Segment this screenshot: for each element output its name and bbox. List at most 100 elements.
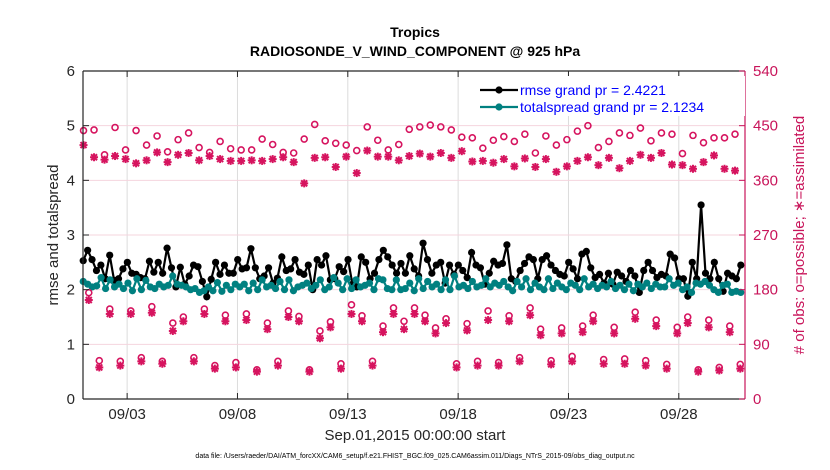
obs-assimilated-marker <box>189 357 198 366</box>
data-point <box>278 253 286 261</box>
y-tick-label-right: 90 <box>753 336 770 353</box>
obs-possible-marker <box>90 126 98 134</box>
obs-possible-marker <box>647 137 655 145</box>
data-point <box>325 283 333 291</box>
data-point <box>216 270 224 278</box>
data-point <box>565 258 573 266</box>
data-point <box>509 287 517 295</box>
data-point <box>276 277 284 286</box>
obs-possible-marker <box>289 149 298 157</box>
data-point <box>573 275 582 283</box>
data-point <box>595 270 604 278</box>
data-point <box>142 276 150 284</box>
y-tick-label: 0 <box>67 391 75 408</box>
data-point <box>245 287 253 295</box>
data-point <box>467 248 476 257</box>
obs-possible-marker <box>573 127 582 135</box>
obs-assimilated-marker <box>163 158 172 167</box>
data-point <box>647 284 655 293</box>
data-point <box>287 265 295 273</box>
obs-assimilated-marker <box>126 309 135 318</box>
data-point <box>517 283 526 291</box>
obs-possible-marker <box>668 130 676 138</box>
obs-possible-marker <box>95 356 104 365</box>
obs-possible-marker <box>300 135 308 143</box>
data-point <box>587 264 595 272</box>
legend-entry: totalspread grand pr = 2.1234 <box>520 99 704 115</box>
data-point <box>106 276 114 284</box>
data-point <box>114 275 123 283</box>
obs-possible-marker <box>226 144 235 153</box>
obs-assimilated-marker <box>258 156 267 165</box>
obs-assimilated-marker <box>526 311 535 320</box>
obs-assimilated-marker <box>226 156 235 165</box>
data-point <box>618 272 626 280</box>
obs-assimilated-marker <box>174 150 183 159</box>
data-point <box>620 286 629 294</box>
data-point <box>643 279 651 287</box>
data-point <box>625 280 633 288</box>
data-point <box>258 276 266 284</box>
data-point <box>463 274 471 282</box>
obs-assimilated-marker <box>132 159 141 168</box>
data-point <box>522 275 530 283</box>
data-point <box>93 282 101 290</box>
data-point <box>428 269 436 277</box>
obs-assimilated-marker <box>515 357 524 366</box>
y-axis-label: rmse and totalspread <box>45 165 62 306</box>
obs-possible-marker <box>699 138 708 147</box>
data-point <box>220 261 229 269</box>
data-point <box>540 286 548 294</box>
data-file-footer: data file: /Users/raeder/DAI/ATM_forcXX/… <box>195 453 635 460</box>
data-point <box>437 286 445 294</box>
obs-assimilated-marker <box>662 364 671 373</box>
data-point <box>115 280 123 288</box>
obs-possible-marker <box>552 141 561 149</box>
obs-assimilated-marker <box>142 156 151 165</box>
obs-possible-marker <box>111 123 119 132</box>
data-point <box>419 239 427 247</box>
obs-assimilated-marker <box>463 326 472 335</box>
data-point <box>312 281 320 289</box>
obs-assimilated-marker <box>147 308 156 317</box>
data-point <box>705 281 714 289</box>
data-point <box>687 288 696 296</box>
obs-assimilated-marker <box>284 313 293 321</box>
obs-assimilated-marker <box>405 152 414 161</box>
obs-assimilated-marker <box>457 147 466 156</box>
data-point <box>631 272 639 280</box>
data-point <box>454 261 462 269</box>
data-point <box>388 261 396 269</box>
x-tick-label: 09/23 <box>550 406 588 423</box>
data-point <box>464 284 472 293</box>
obs-assimilated-marker <box>179 317 188 326</box>
y-tick-label-right: 540 <box>753 63 778 80</box>
y-tick-label-right: 180 <box>753 282 778 299</box>
data-point <box>629 287 637 295</box>
data-point <box>264 264 273 272</box>
obs-assimilated-marker <box>562 162 571 171</box>
obs-possible-marker <box>710 134 718 142</box>
obs-assimilated-marker <box>657 149 666 157</box>
obs-assimilated-marker <box>615 164 624 173</box>
legend-box <box>472 76 745 116</box>
obs-assimilated-marker <box>421 317 430 326</box>
obs-assimilated-marker <box>242 316 251 325</box>
data-point <box>348 284 356 293</box>
data-point <box>97 274 105 282</box>
data-point <box>644 258 652 266</box>
obs-assimilated-marker <box>678 161 687 170</box>
obs-possible-marker <box>237 146 245 154</box>
obs-assimilated-marker <box>699 158 708 167</box>
data-point <box>291 256 299 264</box>
obs-possible-marker <box>500 132 508 141</box>
obs-possible-marker <box>153 132 161 140</box>
obs-possible-marker <box>258 135 266 143</box>
data-point <box>344 256 352 264</box>
data-point <box>661 283 669 291</box>
y-tick-label-right: 360 <box>753 172 778 189</box>
data-point <box>607 277 615 286</box>
data-point <box>317 261 326 269</box>
data-point <box>737 288 745 296</box>
obs-assimilated-marker <box>578 328 587 337</box>
